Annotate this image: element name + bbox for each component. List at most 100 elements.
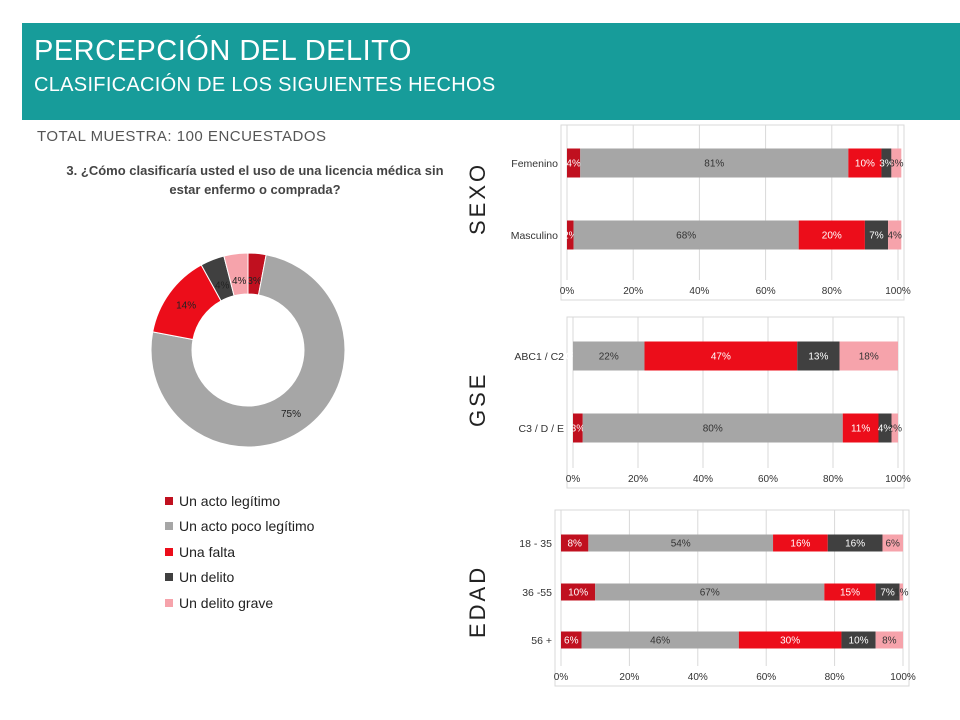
bar-chart-gse: 0%20%40%60%80%100%ABC1 / C20%22%47%13%18… xyxy=(514,316,911,489)
bar-segment-un-delito xyxy=(881,148,892,178)
bar-segment-una-falta xyxy=(848,148,882,178)
x-tick-label: 80% xyxy=(823,474,843,485)
bar-data-label: 18% xyxy=(859,352,879,363)
bar-segment-un-delito-grave xyxy=(891,148,902,178)
bar-chart-sexo: 0% 20% 40% 60% 80% 100% Femenino 4% 81% 10% 3%3% Ma… xyxy=(511,124,911,301)
page-subtitle: CLASIFICACIÓN DE LOS SIGUIENTES HECHOS xyxy=(34,74,496,96)
bar-segment-una-falta xyxy=(644,341,798,371)
category-label: Masculino xyxy=(511,230,558,242)
legend-swatch xyxy=(165,573,173,582)
bar-segment-un-acto-leg-timo xyxy=(573,413,583,443)
x-tick-label: 80% xyxy=(822,286,842,297)
bar-segment-un-delito-grave xyxy=(888,220,902,250)
x-tick-label: 60% xyxy=(756,286,776,297)
bar-data-label: 1% xyxy=(894,588,909,599)
donut-slice-un-delito-grave xyxy=(223,252,249,297)
legend-swatch xyxy=(165,547,173,556)
bar-data-label: 20% xyxy=(822,231,842,242)
bar-data-label: 10% xyxy=(849,636,869,647)
bar-data-label: 6% xyxy=(564,636,579,647)
legend-label: Un acto poco legítimo xyxy=(179,518,315,535)
bar-data-label: 16% xyxy=(790,539,810,550)
bar-segment-un-delito xyxy=(797,341,840,371)
x-tick-label: 20% xyxy=(619,672,639,683)
bar-segment-una-falta xyxy=(842,413,879,443)
category-label: 18 - 35 xyxy=(519,538,552,550)
bar-segment-un-acto-poco-leg-timo xyxy=(580,148,849,178)
donut-data-label: 4% xyxy=(232,276,247,287)
bar-data-label: 46% xyxy=(650,636,670,647)
bar-data-label: 2% xyxy=(563,231,578,242)
bar-segment-un-delito-grave xyxy=(899,583,903,601)
bar-segment-un-delito-grave xyxy=(839,341,898,371)
bar-chart-edad: 0% 20% 40% 60% 80% 100% 18 - 35 8% 54% 16% 16% 6% 36… xyxy=(519,509,916,687)
bar-segment-una-falta xyxy=(824,583,876,601)
x-tick-label: 40% xyxy=(688,672,708,683)
legend-label: Una falta xyxy=(179,543,236,560)
x-tick-label: 80% xyxy=(825,672,845,683)
legend-label: Un delito xyxy=(179,569,235,586)
bar-data-label: 54% xyxy=(671,539,691,550)
bar-data-label: 6% xyxy=(886,539,901,550)
x-tick-label: 100% xyxy=(885,474,911,485)
bar-segment-una-falta xyxy=(738,631,842,649)
bar-data-label: 7% xyxy=(880,588,895,599)
header-banner: PERCEPCIÓN DEL DELITO CLASIFICACIÓN DE L… xyxy=(22,23,960,120)
bar-segment-un-acto-leg-timo xyxy=(561,631,582,649)
legend-item-un-acto-leg-timo: Un acto legítimo xyxy=(165,488,314,514)
bar-segment-un-delito-grave xyxy=(875,631,903,649)
donut-data-label: 4% xyxy=(215,280,230,291)
legend-item-una-falta: Una falta xyxy=(165,539,314,565)
legend-item-un-acto-poco-leg-timo: Un acto poco legítimo xyxy=(165,514,314,540)
legend-item-un-delito-grave: Un delito grave xyxy=(165,590,314,616)
plot-frame xyxy=(566,316,905,489)
plot-frame xyxy=(554,509,910,687)
bar-data-label: 11% xyxy=(851,424,870,435)
question-text: 3. ¿Cómo clasificaría usted el uso de un… xyxy=(66,163,444,197)
category-label: 56 + xyxy=(531,635,552,647)
bar-data-label: 3% xyxy=(889,159,904,170)
bar-data-label: 22% xyxy=(599,352,619,363)
plot-frame xyxy=(560,124,905,301)
bar-segment-un-delito-grave xyxy=(891,413,898,443)
x-tick-label: 100% xyxy=(890,672,916,683)
bar-data-label: 81% xyxy=(704,159,724,170)
bar-segment-un-acto-poco-leg-timo xyxy=(573,220,799,250)
x-tick-label: 0% xyxy=(560,286,575,297)
bar-data-label: 2% xyxy=(888,424,903,435)
bar-segment-un-acto-leg-timo xyxy=(561,583,596,601)
legend-label: Un delito grave xyxy=(179,594,274,611)
legend-item-un-delito: Un delito xyxy=(165,565,314,591)
bar-segment-un-acto-leg-timo xyxy=(567,220,574,250)
bar-segment-un-delito xyxy=(841,631,876,649)
bar-segment-un-delito xyxy=(864,220,889,250)
bar-data-label: 4% xyxy=(566,159,581,170)
category-label: Femenino xyxy=(511,158,558,170)
category-label: 36 -55 xyxy=(522,587,552,599)
bar-data-label: 8% xyxy=(882,636,897,647)
bar-segment-un-delito-grave xyxy=(882,534,903,552)
bar-data-label: 67% xyxy=(700,588,720,599)
bar-segment-una-falta xyxy=(773,534,828,552)
bar-data-label: 15% xyxy=(840,588,860,599)
bar-segment-un-acto-poco-leg-timo xyxy=(581,631,739,649)
bar-segment-un-acto-poco-leg-timo xyxy=(573,341,645,371)
category-label: ABC1 / C2 xyxy=(514,351,564,363)
page-title: PERCEPCIÓN DEL DELITO xyxy=(34,35,412,67)
bar-segment-un-acto-poco-leg-timo xyxy=(582,413,843,443)
bar-segment-un-delito xyxy=(878,413,892,443)
donut-data-label: 3% xyxy=(247,276,262,287)
legend: Un acto legítimo Un acto poco legítimo Una… xyxy=(165,488,314,616)
donut-data-label: 14% xyxy=(176,301,196,312)
x-tick-label: 0% xyxy=(566,474,581,485)
x-tick-label: 20% xyxy=(623,286,643,297)
x-tick-label: 0% xyxy=(554,672,569,683)
bar-segment-un-delito xyxy=(875,583,900,601)
x-tick-label: 40% xyxy=(689,286,709,297)
bar-data-label: 10% xyxy=(568,588,588,599)
bar-data-label: 8% xyxy=(567,539,582,550)
bar-segment-un-acto-leg-timo xyxy=(561,534,589,552)
bar-segment-un-delito xyxy=(827,534,883,552)
panel-title-sexo: SEXO xyxy=(465,161,490,235)
bar-data-label: 47% xyxy=(711,352,731,363)
